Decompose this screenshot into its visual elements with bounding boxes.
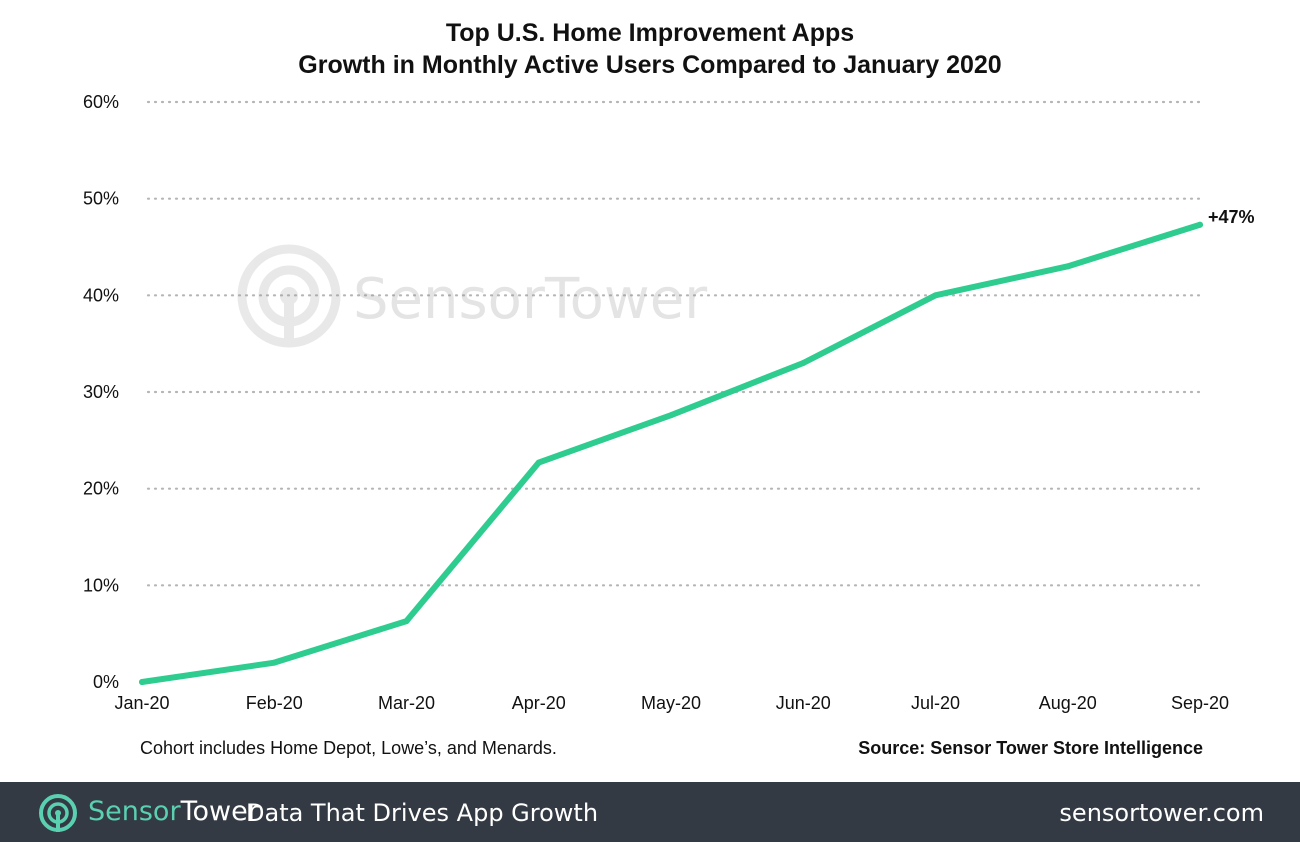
x-tick-label: Jul-20 — [911, 693, 960, 713]
data-point — [535, 459, 542, 466]
y-tick-label: 20% — [83, 479, 119, 499]
end-value-label: +47% — [1208, 207, 1255, 227]
cohort-note: Cohort includes Home Depot, Lowe’s, and … — [140, 738, 557, 758]
y-tick-label: 10% — [83, 575, 119, 595]
line-chart: SensorTower 0% 10% 20% 30% 40% 50% 60% Jan-20 F… — [83, 92, 1255, 713]
chart-title: Top U.S. Home Improvement Apps — [445, 19, 855, 47]
data-point — [139, 679, 145, 685]
sensortower-watermark-text: SensorTower — [353, 267, 708, 332]
source-note: Source: Sensor Tower Store Intelligence — [858, 738, 1203, 758]
grid-lines — [146, 100, 1202, 587]
data-point — [668, 412, 674, 419]
footer-tagline: Data That Drives App Growth — [246, 799, 599, 827]
footer-brand-part2: Tower — [180, 796, 259, 827]
data-point — [1064, 263, 1071, 270]
data-point — [932, 292, 939, 299]
sensortower-watermark: SensorTower — [237, 244, 708, 348]
y-tick-label: 50% — [83, 189, 119, 209]
footer-url: sensortower.com — [1059, 799, 1264, 827]
x-tick-label: Mar-20 — [378, 693, 435, 713]
x-axis-ticks: Jan-20 Feb-20 Mar-20 Apr-20 May-20 Jun-20 Jul-… — [114, 693, 1229, 713]
footer-brand: SensorTower — [88, 797, 259, 827]
x-tick-label: Sep-20 — [1171, 693, 1229, 713]
x-tick-label: Apr-20 — [512, 693, 566, 713]
data-point — [271, 659, 278, 666]
x-tick-label: Jun-20 — [776, 693, 831, 713]
sensortower-logo-icon — [39, 794, 77, 832]
y-tick-label: 40% — [83, 285, 119, 305]
y-tick-label: 0% — [93, 672, 119, 692]
y-tick-label: 60% — [83, 92, 119, 112]
series-layer — [139, 221, 1203, 685]
data-point — [403, 618, 410, 625]
footer-bar: SensorTower Data That Drives App Growth … — [0, 782, 1300, 842]
x-tick-label: May-20 — [641, 693, 701, 713]
data-point — [1197, 221, 1203, 228]
footer-brand-part1: Sensor — [88, 796, 181, 827]
y-axis-ticks: 0% 10% 20% 30% 40% 50% 60% — [83, 92, 119, 692]
x-tick-label: Aug-20 — [1039, 693, 1097, 713]
x-tick-label: Jan-20 — [114, 693, 169, 713]
data-point — [800, 360, 807, 366]
y-tick-label: 30% — [83, 382, 119, 402]
chart-subtitle: Growth in Monthly Active Users Compared … — [298, 51, 1002, 79]
sensortower-watermark-icon — [237, 244, 341, 348]
x-tick-label: Feb-20 — [246, 693, 303, 713]
